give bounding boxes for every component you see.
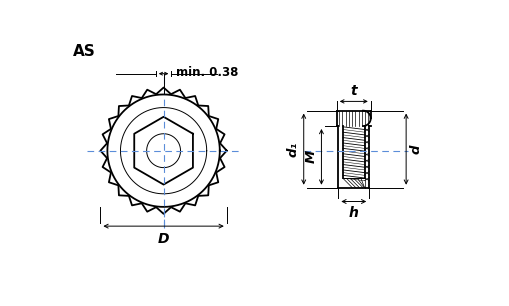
Text: t: t bbox=[350, 84, 356, 98]
Text: d: d bbox=[409, 144, 422, 154]
Text: d₁: d₁ bbox=[286, 141, 299, 157]
Text: D: D bbox=[157, 232, 169, 245]
Text: min. 0.38: min. 0.38 bbox=[176, 66, 238, 80]
Text: h: h bbox=[348, 206, 358, 220]
Text: M: M bbox=[304, 150, 317, 163]
Text: AS: AS bbox=[73, 44, 95, 59]
